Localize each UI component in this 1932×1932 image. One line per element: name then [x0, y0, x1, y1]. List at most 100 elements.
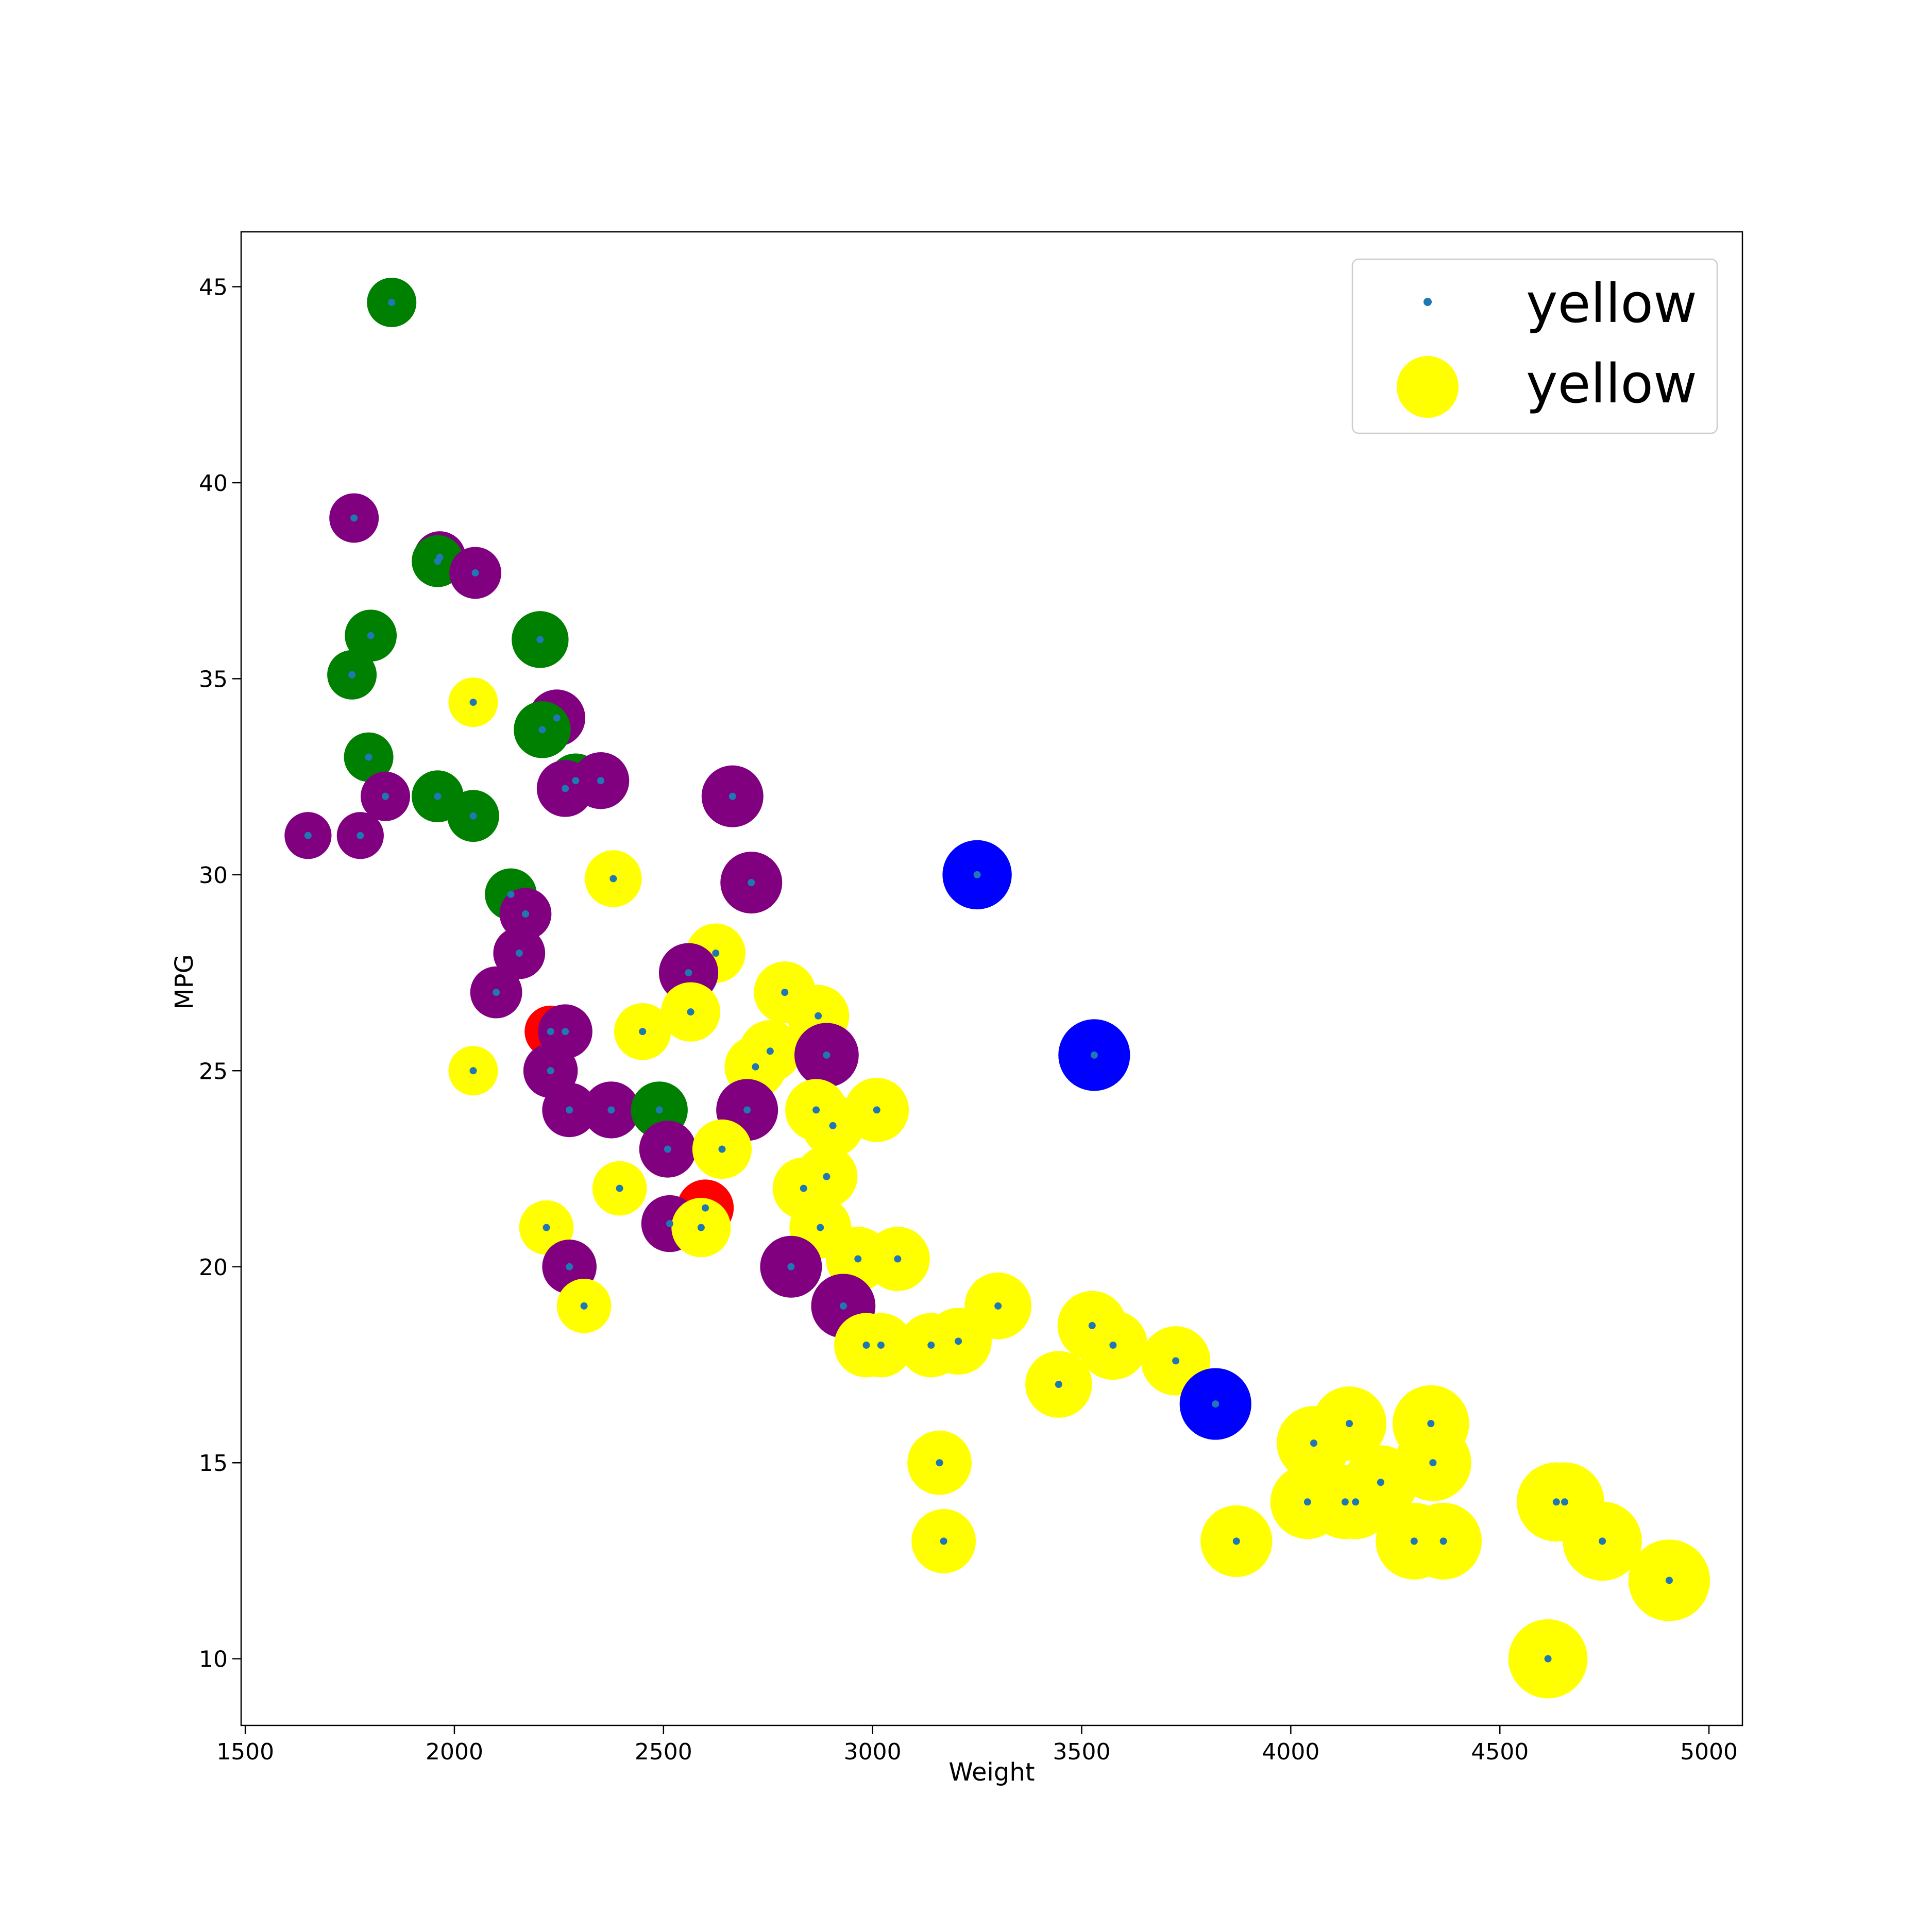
y-tick-label: 15: [199, 1450, 228, 1477]
data-point-center: [547, 1067, 554, 1075]
data-point-center: [1341, 1498, 1349, 1506]
data-point-center: [664, 1145, 671, 1153]
data-point-center: [823, 1173, 831, 1180]
data-point-center: [955, 1337, 962, 1345]
data-point-center: [973, 871, 981, 878]
data-point-center: [493, 989, 500, 996]
data-point-center: [1439, 1537, 1447, 1545]
x-axis-title: Weight: [948, 1758, 1035, 1787]
y-tick-label: 40: [199, 470, 228, 497]
x-axis: 1500 2000 2500 3000 3500 4000 4500 5000: [216, 1725, 1738, 1765]
data-point-center: [1544, 1655, 1552, 1663]
data-point-center: [752, 1063, 759, 1071]
center-markers-layer: [304, 298, 1673, 1663]
data-point-center: [748, 879, 755, 887]
data-point-center: [388, 298, 396, 306]
data-point-center: [815, 1012, 822, 1020]
x-tick-label: 2500: [635, 1739, 692, 1765]
y-axis: 10 15 20 25 30 35 40 45: [199, 275, 241, 1673]
data-point-center: [507, 890, 515, 898]
data-point-center: [1410, 1537, 1418, 1545]
data-point-center: [1303, 1498, 1311, 1506]
data-point-center: [766, 1047, 774, 1055]
data-point-center: [743, 1106, 751, 1114]
legend-label: yellow: [1526, 272, 1697, 335]
data-point-center: [609, 875, 617, 883]
data-point-center: [829, 1122, 837, 1129]
data-point-center: [1429, 1459, 1437, 1467]
data-point-center: [382, 792, 389, 800]
data-point-center: [597, 777, 605, 785]
data-point-center: [862, 1341, 870, 1349]
legend: yellow yellow: [1351, 258, 1718, 434]
data-point-center: [936, 1459, 943, 1467]
data-point-center: [1172, 1357, 1180, 1365]
data-point-center: [1310, 1439, 1318, 1447]
legend-label: yellow: [1526, 352, 1697, 415]
data-point-center: [873, 1106, 880, 1114]
data-point-center: [712, 950, 720, 957]
data-point-center: [701, 1204, 709, 1212]
data-point-center: [687, 1008, 694, 1016]
data-point-center: [515, 950, 523, 957]
data-point-center: [854, 1255, 862, 1263]
data-point-center: [1109, 1341, 1117, 1349]
y-tick-label: 10: [199, 1647, 228, 1673]
y-tick-label: 25: [199, 1058, 228, 1084]
data-point-center: [304, 832, 312, 839]
data-point-center: [538, 726, 546, 734]
data-point-center: [547, 1028, 554, 1036]
data-point-center: [697, 1224, 705, 1231]
data-point-center: [728, 792, 736, 800]
data-point-center: [1352, 1498, 1360, 1506]
data-point-center: [536, 636, 544, 643]
x-tick-label: 4500: [1471, 1739, 1529, 1765]
data-point-center: [839, 1302, 847, 1310]
x-tick-label: 3000: [844, 1739, 902, 1765]
data-point-center: [350, 514, 358, 522]
data-point-center: [817, 1224, 824, 1231]
data-point-center: [521, 910, 529, 918]
x-tick-label: 4000: [1262, 1739, 1319, 1765]
data-point-center: [1090, 1051, 1098, 1059]
x-tick-label: 2000: [426, 1739, 483, 1765]
data-point-center: [812, 1106, 820, 1114]
data-point-center: [553, 714, 561, 722]
data-point-center: [580, 1302, 588, 1310]
data-point-center: [1665, 1577, 1673, 1584]
data-point-center: [1346, 1420, 1353, 1428]
x-tick-label: 5000: [1680, 1739, 1738, 1765]
data-point-center: [940, 1537, 947, 1545]
x-tick-label: 3500: [1053, 1739, 1111, 1765]
data-point-center: [927, 1341, 935, 1349]
y-axis-title: MPG: [170, 954, 199, 1010]
data-point-center: [434, 792, 442, 800]
legend-marker-circle: [1397, 356, 1459, 418]
data-point-center: [1561, 1498, 1569, 1506]
data-point-center: [365, 753, 372, 761]
data-point-center: [1212, 1400, 1219, 1408]
data-point-center: [787, 1263, 795, 1270]
data-point-center: [1552, 1498, 1560, 1506]
y-tick-label: 45: [199, 275, 228, 301]
data-point-center: [1427, 1420, 1435, 1428]
x-tick-label: 1500: [216, 1739, 274, 1765]
data-point-center: [1055, 1381, 1062, 1388]
data-point-center: [1599, 1537, 1606, 1545]
data-point-center: [469, 812, 477, 820]
data-point-center: [471, 569, 479, 577]
data-point-center: [1232, 1537, 1240, 1545]
data-point-center: [562, 1028, 569, 1036]
data-point-center: [566, 1106, 573, 1114]
data-point-center: [800, 1184, 807, 1192]
data-point-center: [994, 1302, 1002, 1310]
y-tick-label: 30: [199, 862, 228, 889]
plot-frame: [240, 231, 1743, 1726]
data-point-center: [562, 785, 569, 792]
y-tick-label: 20: [199, 1255, 228, 1281]
data-point-center: [616, 1184, 623, 1192]
data-point-center: [572, 777, 580, 785]
data-point-center: [469, 699, 477, 706]
data-point-center: [823, 1051, 831, 1059]
